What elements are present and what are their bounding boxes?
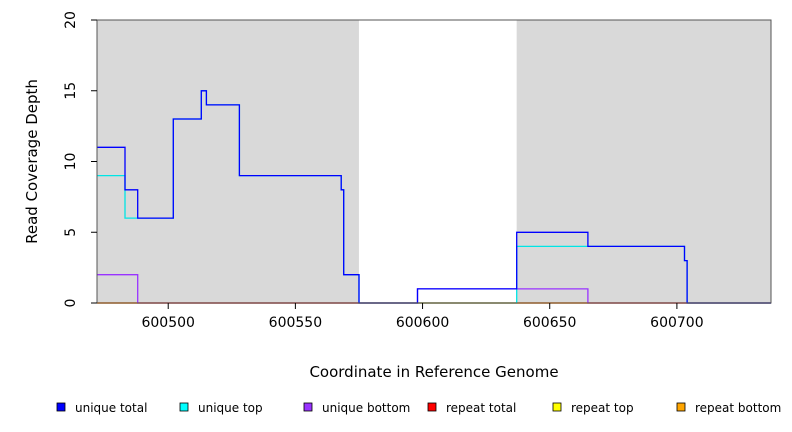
x-tick-label: 600700	[650, 315, 703, 331]
legend-item-repeat-total: repeat total	[427, 401, 516, 415]
x-tick-label: 600550	[269, 315, 322, 331]
y-tick-label: 20	[63, 11, 79, 29]
x-axis: 600500 600550 600600 600650 600700	[141, 303, 704, 331]
legend-label: unique total	[75, 401, 147, 415]
legend-label: repeat total	[446, 401, 516, 415]
y-axis: 0 5 10 15 20	[63, 11, 97, 307]
legend: unique total unique top unique bottom repea…	[56, 401, 781, 415]
x-tick-label: 600500	[141, 315, 194, 331]
legend-item-unique-total: unique total	[56, 401, 147, 415]
x-axis-title: Coordinate in Reference Genome	[309, 363, 558, 381]
legend-label: repeat top	[571, 401, 634, 415]
y-tick-label: 5	[63, 228, 79, 237]
legend-label: unique top	[198, 401, 263, 415]
legend-label: unique bottom	[322, 401, 410, 415]
legend-swatch	[427, 402, 437, 412]
x-tick-label: 600650	[523, 315, 576, 331]
y-tick-label: 10	[63, 153, 79, 171]
legend-swatch	[552, 402, 562, 412]
background-region-0	[97, 20, 359, 303]
background-regions	[97, 20, 771, 303]
legend-item-repeat-bottom: repeat bottom	[676, 401, 781, 415]
legend-item-unique-top: unique top	[179, 401, 263, 415]
y-axis-title: Read Coverage Depth	[23, 79, 41, 244]
legend-swatch	[676, 402, 686, 412]
series-unique-total	[97, 90, 771, 304]
legend-item-unique-bottom: unique bottom	[303, 401, 410, 415]
background-region-2	[516, 20, 771, 303]
legend-swatch	[179, 402, 189, 412]
legend-swatch	[303, 402, 313, 412]
legend-label: repeat bottom	[695, 401, 781, 415]
y-tick-label: 0	[63, 299, 79, 308]
legend-swatch	[56, 402, 66, 412]
x-tick-label: 600600	[396, 315, 449, 331]
background-region-1	[358, 20, 517, 303]
y-tick-label: 15	[63, 82, 79, 100]
legend-item-repeat-top: repeat top	[552, 401, 634, 415]
